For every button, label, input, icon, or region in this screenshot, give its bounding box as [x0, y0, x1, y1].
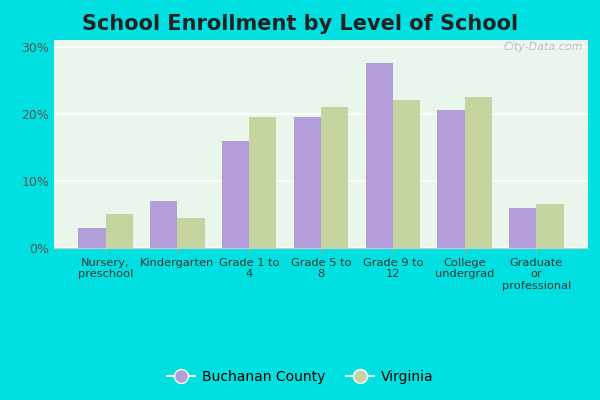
- Bar: [178, 218, 205, 248]
- Text: School Enrollment by Level of School: School Enrollment by Level of School: [82, 14, 518, 34]
- Bar: [321, 107, 348, 248]
- Text: City-Data.com: City-Data.com: [503, 42, 583, 52]
- Bar: [509, 208, 536, 248]
- Legend: Buchanan County, Virginia: Buchanan County, Virginia: [161, 364, 439, 389]
- Bar: [222, 141, 249, 248]
- Bar: [536, 204, 564, 248]
- Bar: [365, 64, 393, 248]
- Bar: [249, 117, 277, 248]
- Bar: [78, 228, 106, 248]
- Bar: [106, 214, 133, 248]
- Bar: [464, 97, 492, 248]
- Bar: [437, 110, 464, 248]
- Bar: [393, 100, 420, 248]
- Bar: [294, 117, 321, 248]
- Bar: [150, 201, 178, 248]
